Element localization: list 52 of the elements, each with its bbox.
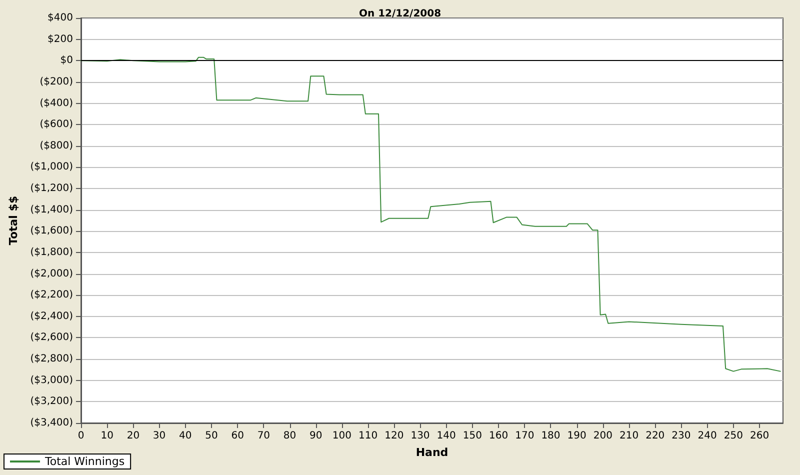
y-tick-label: ($2,400) bbox=[30, 310, 74, 322]
x-tick-label: 180 bbox=[541, 430, 560, 442]
y-tick-label: ($2,000) bbox=[30, 268, 74, 280]
x-tick-label: 200 bbox=[593, 430, 612, 442]
x-tick-label: 210 bbox=[619, 430, 639, 442]
x-tick-label: 110 bbox=[358, 430, 378, 442]
y-tick-label: ($800) bbox=[40, 140, 74, 152]
x-tick-label: 130 bbox=[410, 430, 430, 442]
y-tick-label: ($1,600) bbox=[30, 226, 74, 237]
y-tick-label: ($3,000) bbox=[30, 374, 74, 386]
x-tick-label: 50 bbox=[205, 430, 218, 442]
y-tick-label: ($600) bbox=[40, 119, 74, 130]
x-tick-label: 60 bbox=[231, 430, 244, 442]
x-tick-label: 30 bbox=[152, 430, 166, 442]
y-tick-label: ($400) bbox=[40, 98, 74, 109]
x-tick-label: 90 bbox=[310, 430, 322, 442]
x-tick-label: 20 bbox=[126, 430, 140, 442]
x-axis-title: Hand bbox=[416, 446, 448, 459]
chart-title: On 12/12/2008 bbox=[358, 8, 442, 20]
y-tick-label: ($3,200) bbox=[30, 396, 74, 408]
x-tick-label: 230 bbox=[672, 430, 691, 442]
x-tick-label: 260 bbox=[750, 430, 770, 442]
x-tick-label: 190 bbox=[567, 430, 586, 442]
x-tick-label: 220 bbox=[646, 430, 665, 442]
y-tick-label: ($2,800) bbox=[30, 354, 74, 365]
x-tick-label: 150 bbox=[462, 430, 482, 442]
y-tick-label: ($1,200) bbox=[30, 183, 74, 194]
x-tick-label: 120 bbox=[384, 430, 404, 442]
y-tick-label: ($2,600) bbox=[30, 332, 74, 344]
y-tick-label: $200 bbox=[48, 34, 73, 45]
x-tick-label: 100 bbox=[332, 430, 352, 442]
x-tick-label: 40 bbox=[179, 430, 192, 442]
y-tick-label: ($200) bbox=[40, 76, 74, 88]
x-tick-label: 10 bbox=[100, 430, 114, 442]
x-tick-label: 140 bbox=[436, 430, 456, 442]
legend-label: Total Winnings bbox=[44, 455, 125, 468]
y-tick-label: ($2,200) bbox=[30, 290, 74, 301]
y-tick-label: $400 bbox=[48, 12, 73, 24]
x-tick-label: 170 bbox=[515, 430, 534, 442]
x-tick-label: 250 bbox=[724, 430, 743, 442]
x-tick-label: 0 bbox=[78, 430, 84, 442]
x-tick-label: 70 bbox=[257, 430, 270, 442]
y-tick-label: ($1,400) bbox=[30, 204, 74, 216]
x-tick-label: 80 bbox=[283, 430, 296, 442]
x-tick-label: 240 bbox=[698, 430, 717, 442]
y-tick-label: $0 bbox=[60, 55, 73, 66]
y-tick-label: ($3,400) bbox=[30, 418, 74, 428]
y-tick-label: ($1,000) bbox=[30, 162, 74, 173]
y-tick-label: ($1,800) bbox=[30, 246, 74, 258]
x-tick-label: 160 bbox=[489, 430, 508, 442]
y-axis-title: Total $$ bbox=[7, 196, 20, 246]
line-series bbox=[80, 56, 781, 372]
